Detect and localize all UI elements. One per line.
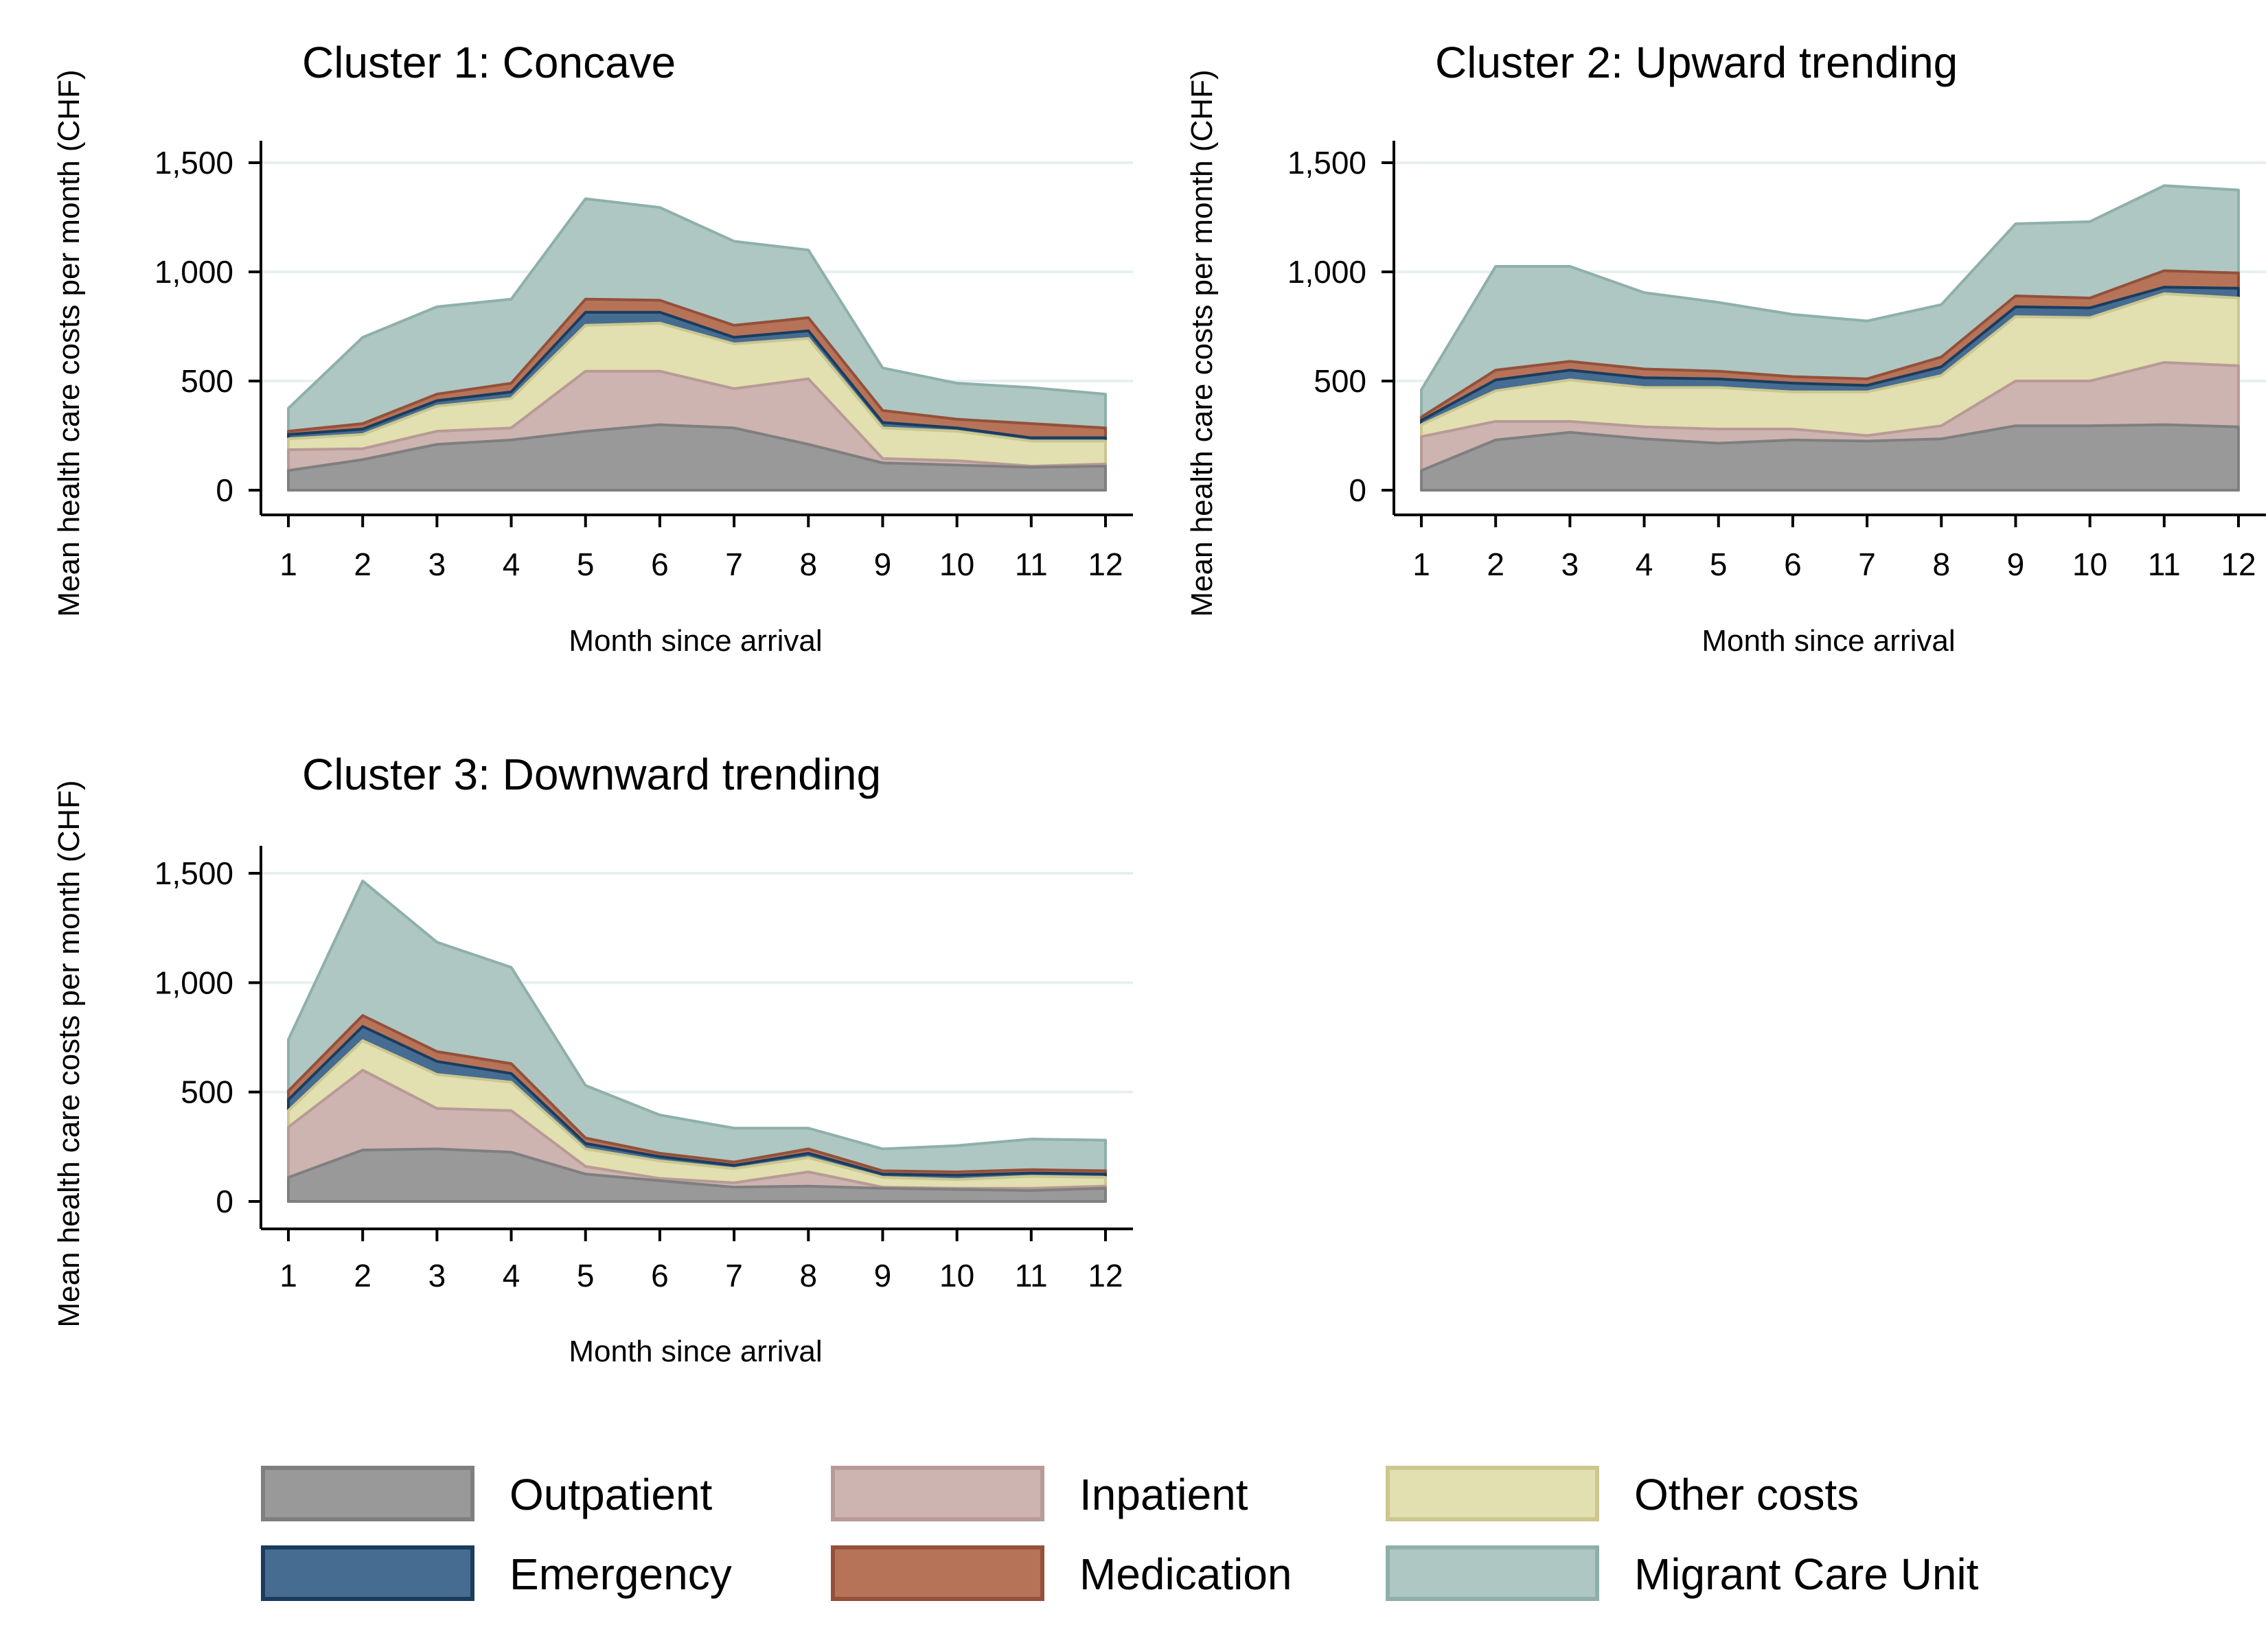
x-axis-label: Month since arrival	[569, 1335, 822, 1368]
x-tick-label: 8	[799, 546, 817, 582]
x-tick-label: 4	[503, 1258, 520, 1293]
x-tick-label: 2	[354, 1258, 371, 1293]
x-tick-label: 10	[939, 1258, 974, 1293]
area-series-group	[1420, 184, 2240, 492]
x-tick-label: 12	[2221, 546, 2256, 582]
legend-item-outpatient: Outpatient	[261, 1466, 713, 1521]
legend: Outpatient Inpatient Other costs Emergen…	[261, 1466, 1979, 1601]
y-tick-label: 500	[181, 363, 233, 399]
x-tick-label: 11	[1015, 1258, 1048, 1293]
legend-item-medication: Medication	[831, 1545, 1292, 1601]
legend-label: Medication	[1079, 1550, 1292, 1599]
legend-item-emergency: Emergency	[261, 1545, 732, 1601]
x-tick-label: 7	[725, 546, 743, 582]
x-tick-label: 10	[2072, 546, 2107, 582]
y-tick-label: 1,500	[154, 855, 233, 891]
legend-label: Outpatient	[509, 1470, 713, 1519]
legend-swatch	[1386, 1466, 1599, 1521]
y-tick-label: 500	[181, 1074, 233, 1110]
y-axis-label: Mean health care costs per month (CHF)	[52, 780, 86, 1327]
area-series-group	[287, 197, 1107, 492]
x-axis-label: Month since arrival	[569, 624, 822, 658]
y-tick-label: 1,000	[154, 254, 233, 290]
legend-item-migrant-care-unit: Migrant Care Unit	[1386, 1545, 1979, 1601]
x-tick-label: 1	[279, 546, 297, 582]
legend-label: Other costs	[1634, 1470, 1859, 1519]
chart-panel-cluster-2: Cluster 2: Upward trending 0 500 1,000 1,50…	[1185, 38, 2266, 658]
x-axis-label: Month since arrival	[1702, 624, 1955, 658]
y-tick-label: 0	[1349, 472, 1366, 508]
legend-label: Inpatient	[1079, 1470, 1248, 1519]
x-tick-label: 1	[1412, 546, 1430, 582]
x-tick-label: 4	[1636, 546, 1653, 582]
y-tick-label: 500	[1314, 363, 1366, 399]
x-tick-label: 7	[1858, 546, 1876, 582]
legend-swatch	[831, 1545, 1044, 1601]
y-tick-label: 0	[216, 472, 233, 508]
x-tick-label: 4	[503, 546, 520, 582]
x-tick-label: 12	[1088, 546, 1123, 582]
x-tick-label: 3	[428, 1258, 446, 1293]
y-tick-label: 1,500	[1287, 145, 1366, 181]
chart-panel-cluster-3: Cluster 3: Downward trending 0 500 1,000 1,…	[52, 750, 1133, 1368]
x-tick-label: 6	[651, 1258, 669, 1293]
area-series-group	[287, 879, 1107, 1203]
x-tick-label: 11	[2148, 546, 2181, 582]
x-tick-label: 7	[725, 1258, 743, 1293]
x-tick-label: 9	[2007, 546, 2025, 582]
x-tick-label: 5	[1710, 546, 1728, 582]
y-axis-label: Mean health care costs per month (CHF)	[1185, 69, 1219, 617]
legend-item-inpatient: Inpatient	[831, 1466, 1248, 1521]
x-tick-label: 6	[1784, 546, 1802, 582]
x-tick-label: 3	[1561, 546, 1579, 582]
x-tick-label: 8	[1932, 546, 1950, 582]
legend-swatch	[261, 1466, 474, 1521]
legend-label: Migrant Care Unit	[1634, 1550, 1979, 1599]
legend-swatch	[831, 1466, 1044, 1521]
panel-title: Cluster 3: Downward trending	[302, 750, 881, 799]
y-tick-label: 0	[216, 1184, 233, 1219]
area-outpatient	[287, 423, 1107, 492]
x-tick-label: 3	[428, 546, 446, 582]
x-tick-label: 6	[651, 546, 669, 582]
area-outpatient	[287, 1147, 1107, 1203]
y-axis-label: Mean health care costs per month (CHF)	[52, 69, 86, 617]
x-tick-label: 10	[939, 546, 974, 582]
panel-title: Cluster 1: Concave	[302, 38, 676, 87]
x-tick-label: 1	[279, 1258, 297, 1293]
x-tick-label: 9	[874, 1258, 892, 1293]
x-tick-label: 5	[577, 1258, 595, 1293]
legend-label: Emergency	[509, 1550, 732, 1599]
x-tick-label: 12	[1088, 1258, 1123, 1293]
x-tick-label: 5	[577, 546, 595, 582]
panel-title: Cluster 2: Upward trending	[1435, 38, 1958, 87]
x-tick-label: 11	[1015, 546, 1048, 582]
y-tick-label: 1,500	[154, 145, 233, 181]
y-tick-label: 1,000	[1287, 254, 1366, 290]
x-tick-label: 2	[1487, 546, 1504, 582]
y-tick-label: 1,000	[154, 965, 233, 1000]
x-tick-label: 9	[874, 546, 892, 582]
legend-item-other-costs: Other costs	[1386, 1466, 1859, 1521]
area-outpatient	[1420, 423, 2240, 492]
legend-swatch	[261, 1545, 474, 1601]
x-tick-label: 2	[354, 546, 371, 582]
x-tick-label: 8	[799, 1258, 817, 1293]
legend-swatch	[1386, 1545, 1599, 1601]
